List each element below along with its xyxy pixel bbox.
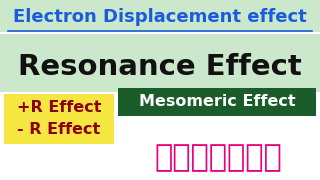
FancyBboxPatch shape (0, 92, 320, 180)
Text: தமிழில்: தமிழில் (154, 143, 282, 172)
Text: Resonance Effect: Resonance Effect (18, 53, 302, 81)
Text: Mesomeric Effect: Mesomeric Effect (139, 94, 295, 109)
Text: - R Effect: - R Effect (17, 122, 100, 136)
FancyBboxPatch shape (118, 88, 316, 116)
Text: Electron Displacement effect: Electron Displacement effect (13, 8, 307, 26)
Text: +R Effect: +R Effect (17, 100, 101, 116)
FancyBboxPatch shape (4, 94, 114, 144)
FancyBboxPatch shape (0, 0, 320, 32)
FancyBboxPatch shape (0, 34, 320, 92)
